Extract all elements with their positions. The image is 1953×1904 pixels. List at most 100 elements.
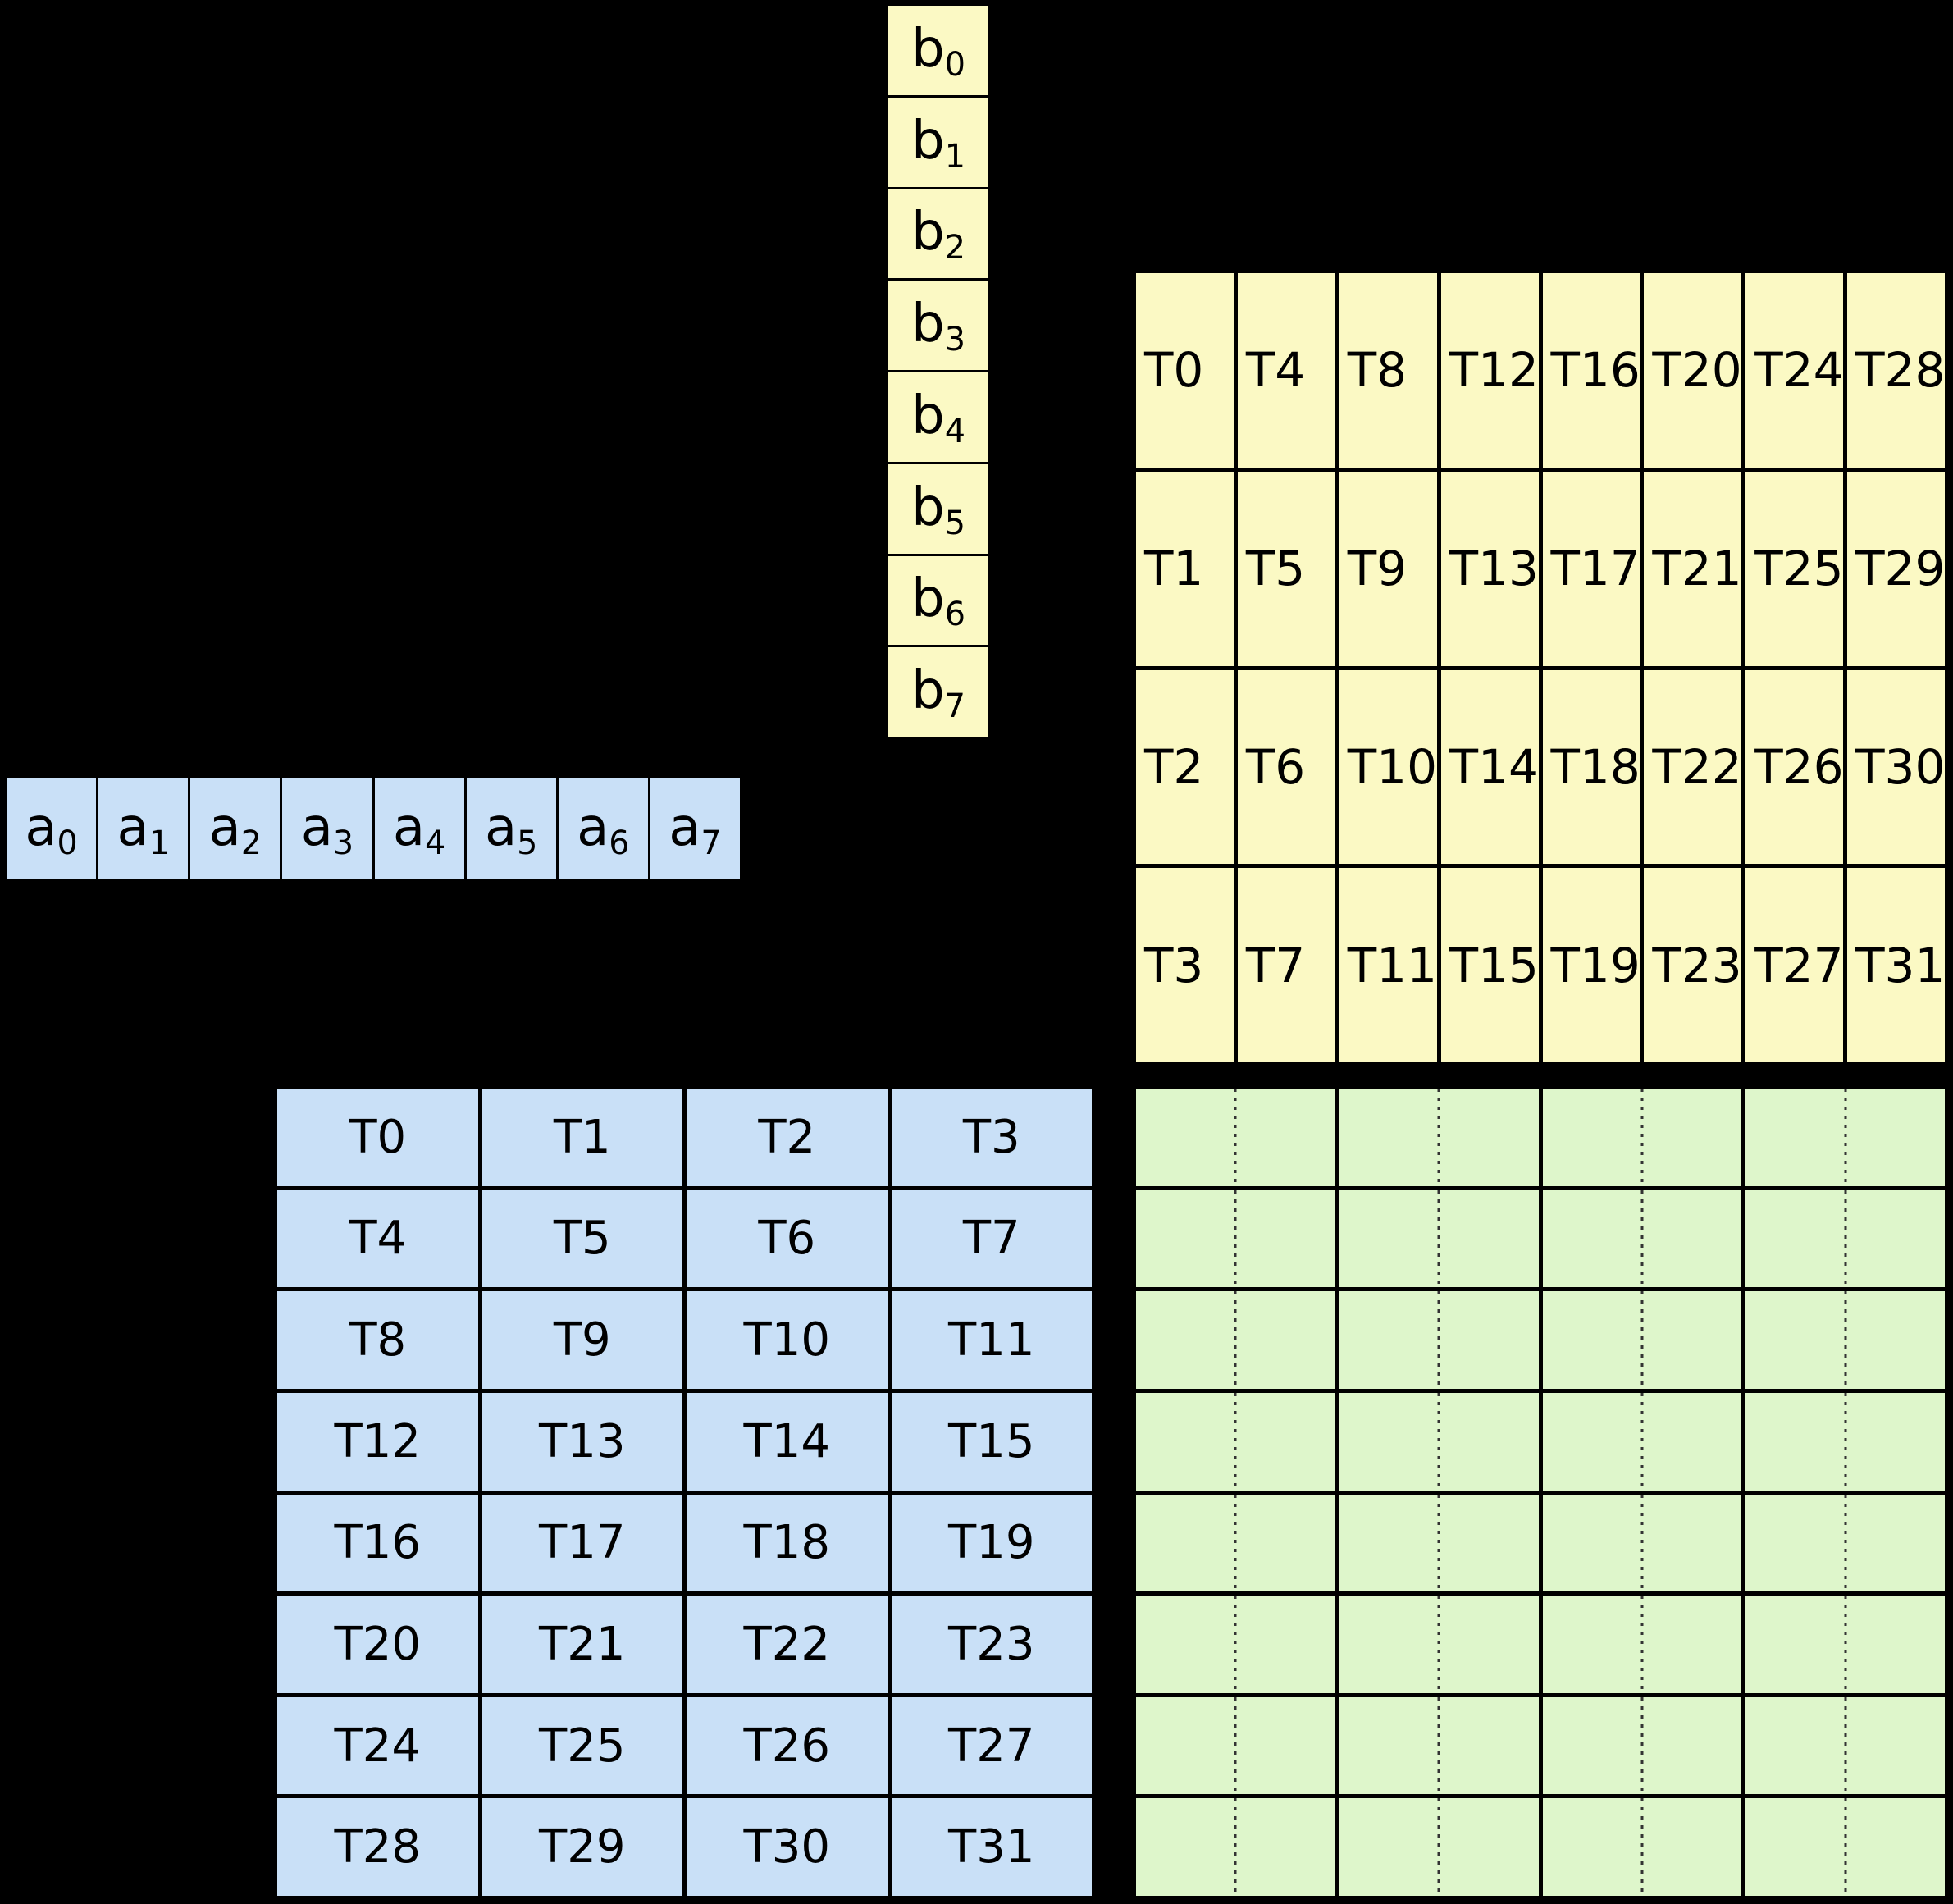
accumulator-cell (1745, 1189, 1945, 1288)
thread-label: T24 (334, 1719, 421, 1773)
matrix-b-cell-t15: T15 (1440, 868, 1539, 1062)
vector-a-cell-4: a4 (374, 778, 464, 879)
accumulator-cell (1745, 1596, 1945, 1693)
dotted-divider (1640, 1696, 1644, 1795)
matrix-b-cell-t28: T28 (1847, 273, 1945, 468)
vector-b-label: b1 (911, 110, 965, 176)
vector-b-label: b3 (911, 294, 965, 359)
thread-label: T12 (334, 1414, 421, 1468)
thread-label: T8 (349, 1313, 407, 1368)
thread-label: T5 (1245, 541, 1306, 597)
matrix-a-cell-t4: T4 (277, 1189, 478, 1288)
thread-label: T7 (962, 1212, 1020, 1266)
vector-a-label: a4 (392, 797, 446, 863)
dotted-divider (1640, 1189, 1644, 1288)
vector-b-cell-2: b2 (888, 189, 988, 279)
matrix-a-cell-t27: T27 (891, 1696, 1092, 1795)
thread-label: T18 (1550, 738, 1640, 795)
accumulator-cell (1542, 1392, 1742, 1491)
vector-a-label-subscript: 4 (425, 824, 446, 863)
matrix-a-cell-t24: T24 (277, 1696, 478, 1795)
thread-label: T11 (1347, 937, 1437, 993)
thread-label: T31 (948, 1820, 1035, 1874)
vector-b-cell-5: b5 (888, 463, 988, 554)
thread-label: T3 (1144, 937, 1204, 993)
accumulator-cell (1542, 1189, 1742, 1288)
vector-b-label-subscript: 1 (944, 137, 965, 176)
matrix-b-cell-t0: T0 (1136, 273, 1234, 468)
dotted-divider (1844, 1596, 1847, 1693)
vector-a-cell-2: a2 (190, 778, 281, 879)
vector-b-label: b5 (911, 477, 965, 542)
matrix-a-cell-t30: T30 (687, 1798, 888, 1896)
vector-a-label: a3 (300, 797, 354, 863)
thread-label: T30 (743, 1820, 830, 1874)
accumulator-cell (1542, 1494, 1742, 1592)
thread-label: T13 (1449, 541, 1539, 597)
matrix-b-cell-t12: T12 (1440, 273, 1539, 468)
thread-label: T30 (1855, 738, 1945, 795)
vector-a-cell-5: a5 (466, 778, 556, 879)
matrix-b-cell-t1: T1 (1136, 471, 1234, 666)
accumulator-cell (1542, 1291, 1742, 1389)
vector-a-label-subscript: 3 (332, 824, 354, 863)
vector-a-label-subscript: 1 (148, 824, 170, 863)
matrix-a-cell-t16: T16 (277, 1494, 478, 1592)
dotted-divider (1437, 1089, 1440, 1186)
accumulator-cell (1745, 1798, 1945, 1896)
matrix-b-cell-t26: T26 (1745, 669, 1844, 865)
matrix-a-cell-t1: T1 (481, 1089, 682, 1186)
matrix-a-cell-t8: T8 (277, 1291, 478, 1389)
thread-label: T25 (1754, 541, 1844, 597)
thread-label: T1 (1144, 541, 1204, 597)
matrix-b-cell-t24: T24 (1745, 273, 1844, 468)
thread-label: T1 (553, 1110, 611, 1164)
vector-b-label-subscript: 3 (944, 321, 965, 359)
matrix-a-cell-t9: T9 (481, 1291, 682, 1389)
thread-label: T8 (1347, 342, 1408, 399)
dotted-divider (1437, 1291, 1440, 1389)
thread-label: T31 (1855, 937, 1945, 993)
matrix-a-cell-t25: T25 (481, 1696, 682, 1795)
dotted-divider (1437, 1494, 1440, 1592)
matrix-b-cell-t8: T8 (1339, 273, 1437, 468)
accumulator-cell (1339, 1798, 1539, 1896)
vector-b-label: b6 (911, 568, 965, 634)
vector-a: a0 a1 a2 a3 a4 a5 a6 a7 (4, 776, 742, 882)
matrix-b-cell-t27: T27 (1745, 868, 1844, 1062)
matrix-a-cell-t3: T3 (891, 1089, 1092, 1186)
matrix-a-cell-t15: T15 (891, 1392, 1092, 1491)
thread-label: T15 (1449, 937, 1539, 993)
accumulator-cell (1136, 1392, 1335, 1491)
accumulator-cell (1745, 1392, 1945, 1491)
thread-label: T14 (743, 1414, 830, 1468)
vector-a-cell-6: a6 (558, 778, 648, 879)
matrix-a-cell-t2: T2 (687, 1089, 888, 1186)
matrix-a-cell-t31: T31 (891, 1798, 1092, 1896)
dotted-divider (1437, 1696, 1440, 1795)
matrix-a-cell-t17: T17 (481, 1494, 682, 1592)
matrix-a-cell-t6: T6 (687, 1189, 888, 1288)
vector-a-cell-1: a1 (98, 778, 189, 879)
vector-b-label-subscript: 4 (944, 413, 965, 451)
accumulator-cell (1542, 1696, 1742, 1795)
accumulator-cell (1339, 1596, 1539, 1693)
thread-label: T26 (743, 1719, 830, 1773)
thread-label: T2 (1144, 738, 1204, 795)
thread-label: T29 (539, 1820, 626, 1874)
thread-label: T7 (1245, 937, 1306, 993)
thread-label: T18 (743, 1516, 830, 1570)
matrix-a-cell-t29: T29 (481, 1798, 682, 1896)
matrix-a-cell-t26: T26 (687, 1696, 888, 1795)
matrix-b-cell-t25: T25 (1745, 471, 1844, 666)
matrix-a-cell-t10: T10 (687, 1291, 888, 1389)
thread-label: T22 (1652, 738, 1742, 795)
thread-label: T19 (948, 1516, 1035, 1570)
accumulator-cell (1339, 1494, 1539, 1592)
dotted-divider (1844, 1798, 1847, 1896)
matrix-b-cell-t6: T6 (1237, 669, 1335, 865)
matrix-a-thread-grid: T0 T1 T2 T3 T4 T5 T6 T7 T8 T9 T10 T11 T12 T13 T14 T15 T1… (273, 1084, 1096, 1900)
thread-label: T28 (1855, 342, 1945, 399)
matrix-b-cell-t7: T7 (1237, 868, 1335, 1062)
dotted-divider (1640, 1596, 1644, 1693)
